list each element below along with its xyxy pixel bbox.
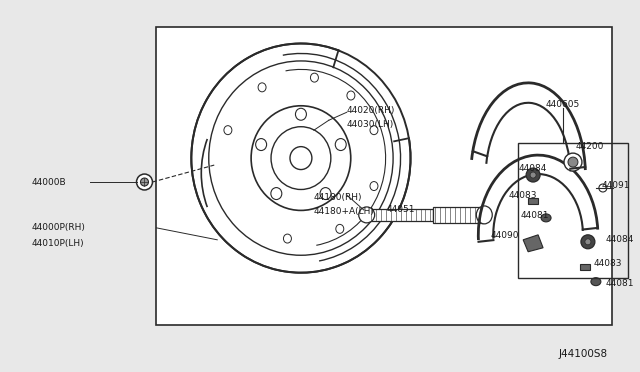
Text: 44000B: 44000B <box>32 177 67 186</box>
Ellipse shape <box>359 207 374 223</box>
Text: 440605: 440605 <box>545 100 579 109</box>
Text: 44000P(RH): 44000P(RH) <box>32 223 86 232</box>
Ellipse shape <box>335 139 346 151</box>
Ellipse shape <box>526 168 540 182</box>
Ellipse shape <box>296 108 307 120</box>
Ellipse shape <box>591 278 601 286</box>
Ellipse shape <box>370 182 378 190</box>
Ellipse shape <box>476 206 492 224</box>
Text: 44020(RH): 44020(RH) <box>347 106 395 115</box>
Ellipse shape <box>209 61 393 255</box>
Text: 44081: 44081 <box>606 279 634 288</box>
Text: 44030(LH): 44030(LH) <box>347 120 394 129</box>
Ellipse shape <box>191 44 410 273</box>
Bar <box>433 207 483 223</box>
Ellipse shape <box>310 73 319 82</box>
Text: 44090: 44090 <box>490 231 519 240</box>
Ellipse shape <box>255 139 267 151</box>
Bar <box>528 198 538 204</box>
Ellipse shape <box>568 157 578 167</box>
Text: 44180(RH): 44180(RH) <box>314 193 362 202</box>
Ellipse shape <box>336 224 344 233</box>
Polygon shape <box>523 235 543 252</box>
Bar <box>369 209 433 221</box>
Text: 44051: 44051 <box>387 205 415 214</box>
Text: J44100S8: J44100S8 <box>559 349 608 359</box>
Text: 44084: 44084 <box>606 235 634 244</box>
Ellipse shape <box>271 127 331 189</box>
Ellipse shape <box>320 187 331 199</box>
Ellipse shape <box>585 239 591 245</box>
Text: 44081: 44081 <box>520 211 548 220</box>
Ellipse shape <box>581 235 595 249</box>
Ellipse shape <box>530 172 536 178</box>
Ellipse shape <box>224 126 232 135</box>
Ellipse shape <box>370 126 378 135</box>
Bar <box>518 143 628 278</box>
Ellipse shape <box>141 178 148 186</box>
Ellipse shape <box>271 187 282 199</box>
Text: 44200: 44200 <box>576 142 604 151</box>
Text: 44083: 44083 <box>508 192 537 201</box>
Bar <box>580 264 590 270</box>
Text: 44091: 44091 <box>602 180 630 189</box>
Text: 44180+A(LH): 44180+A(LH) <box>314 208 375 217</box>
Ellipse shape <box>541 214 551 222</box>
Bar <box>156 26 612 324</box>
Ellipse shape <box>347 91 355 100</box>
Text: 44084: 44084 <box>518 164 547 173</box>
Text: 44083: 44083 <box>594 259 622 268</box>
Ellipse shape <box>564 153 582 171</box>
Ellipse shape <box>284 234 291 243</box>
Text: 44010P(LH): 44010P(LH) <box>32 239 84 248</box>
Ellipse shape <box>258 83 266 92</box>
Ellipse shape <box>136 174 152 190</box>
Ellipse shape <box>251 106 351 211</box>
Ellipse shape <box>599 184 607 192</box>
Ellipse shape <box>290 147 312 170</box>
